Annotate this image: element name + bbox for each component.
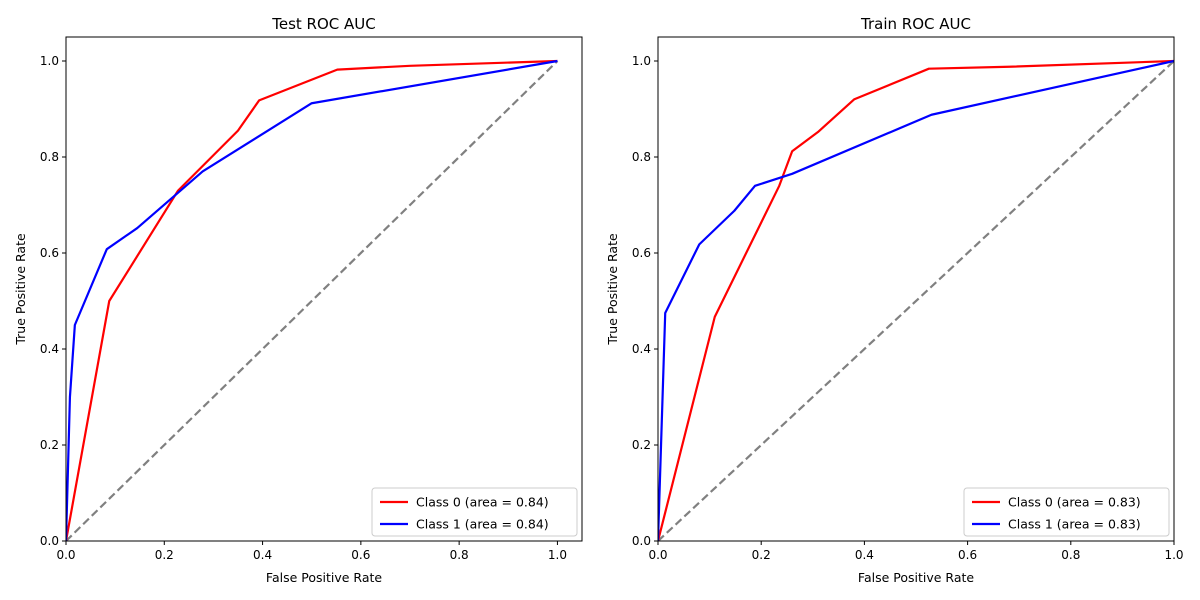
series-line-class-0 (66, 59, 558, 541)
x-tick-label: 0.8 (1061, 548, 1080, 562)
plot-frame (657, 36, 1175, 542)
legend-label-class-1: Class 1 (area = 0.83) (1008, 517, 1141, 532)
y-axis-label: True Positive Rate (605, 233, 620, 346)
y-tick-label: 1.0 (40, 54, 59, 68)
chance-diagonal-line (658, 60, 1174, 541)
y-tick-label: 1.0 (632, 54, 651, 68)
series-line-class-1 (66, 59, 558, 541)
x-tick-label: 0.6 (351, 548, 370, 562)
y-tick-label: 0.6 (632, 246, 651, 260)
y-tick-label: 0.6 (40, 246, 59, 260)
y-tick-label: 0.4 (40, 342, 59, 356)
legend-box (371, 487, 578, 537)
series-line-class-0 (658, 59, 1174, 541)
legend-label-class-1: Class 1 (area = 0.84) (416, 517, 549, 532)
x-tick-label: 1.0 (548, 548, 567, 562)
legend-label-class-0: Class 0 (area = 0.84) (416, 495, 549, 510)
legend-box (963, 487, 1170, 537)
x-tick-label: 0.4 (855, 548, 874, 562)
y-tick-label: 0.8 (632, 150, 651, 164)
x-axis-label: False Positive Rate (266, 570, 382, 585)
x-tick-label: 0.2 (752, 548, 771, 562)
x-tick-label: 0.2 (155, 548, 174, 562)
chart-title: Test ROC AUC (271, 15, 376, 33)
y-tick-label: 0.0 (40, 534, 59, 548)
legend-label-class-0: Class 0 (area = 0.83) (1008, 495, 1141, 510)
y-tick-label: 0.2 (632, 438, 651, 452)
x-axis-label: False Positive Rate (858, 570, 974, 585)
x-tick-label: 0.0 (56, 548, 75, 562)
plot-frame (65, 36, 583, 542)
y-tick-label: 0.4 (632, 342, 651, 356)
chance-diagonal-line (66, 60, 559, 541)
x-tick-label: 1.0 (1164, 548, 1183, 562)
chart-title: Train ROC AUC (860, 15, 971, 33)
y-axis-label: True Positive Rate (13, 233, 28, 346)
x-tick-label: 0.4 (253, 548, 272, 562)
y-tick-label: 0.2 (40, 438, 59, 452)
y-tick-label: 0.8 (40, 150, 59, 164)
y-tick-label: 0.0 (632, 534, 651, 548)
x-tick-label: 0.0 (648, 548, 667, 562)
x-tick-label: 0.6 (958, 548, 977, 562)
x-tick-label: 0.8 (450, 548, 469, 562)
series-line-class-1 (658, 59, 1174, 541)
